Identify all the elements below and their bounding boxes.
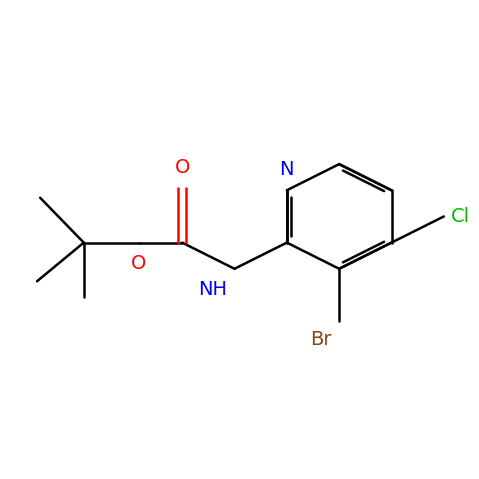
Text: NH: NH [198, 280, 227, 299]
Text: Cl: Cl [451, 207, 470, 226]
Text: O: O [131, 254, 146, 273]
Text: O: O [174, 158, 190, 177]
Text: N: N [280, 160, 294, 179]
Text: Br: Br [310, 331, 331, 350]
